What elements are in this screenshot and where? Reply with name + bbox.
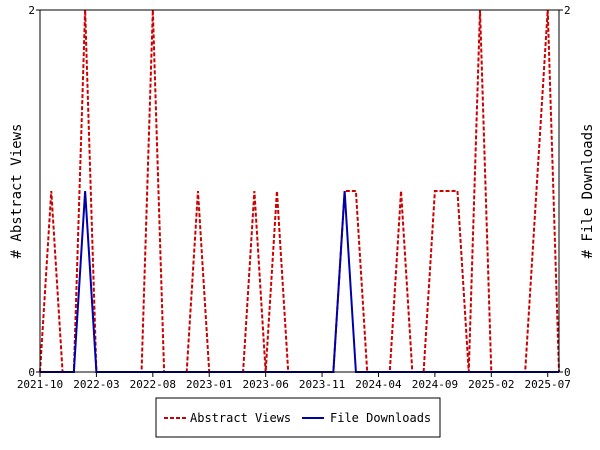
x-tick-label: 2024-04 — [355, 378, 402, 391]
y-axes: 0 2 0 2 — [28, 4, 570, 379]
x-tick-label: 2023-06 — [242, 378, 288, 391]
x-tick-label: 2025-02 — [468, 378, 514, 391]
x-tick-label: 2023-11 — [299, 378, 345, 391]
left-y-tick-label: 0 — [28, 366, 35, 379]
right-y-tick-label: 2 — [564, 4, 571, 17]
legend-box — [155, 397, 441, 438]
right-y-tick-label: 0 — [564, 366, 571, 379]
series-line-file-downloads — [40, 190, 559, 373]
x-tick-label: 2022-08 — [130, 378, 176, 391]
x-axis: 2021-10 2022-03 2022-08 2023-01 2023-06 2023-… — [17, 372, 571, 391]
x-tick-label: 2022-03 — [73, 378, 119, 391]
left-axis-title: # Abstract Views — [9, 124, 25, 259]
x-tick-label: 2021-10 — [17, 378, 63, 391]
left-y-tick-label: 2 — [28, 4, 35, 17]
legend-label-file-downloads: File Downloads — [330, 411, 431, 425]
legend-label-abstract-views: Abstract Views — [190, 411, 291, 425]
x-tick-label: 2024-09 — [412, 378, 458, 391]
x-tick-label: 2023-01 — [186, 378, 232, 391]
plot-series — [39, 9, 560, 373]
right-axis-title: # File Downloads — [580, 124, 596, 259]
x-tick-label: 2025-07 — [525, 378, 571, 391]
series-line-abstract-views — [39, 9, 560, 373]
legend: Abstract Views File Downloads — [155, 397, 441, 438]
plot-frame — [39, 9, 560, 373]
